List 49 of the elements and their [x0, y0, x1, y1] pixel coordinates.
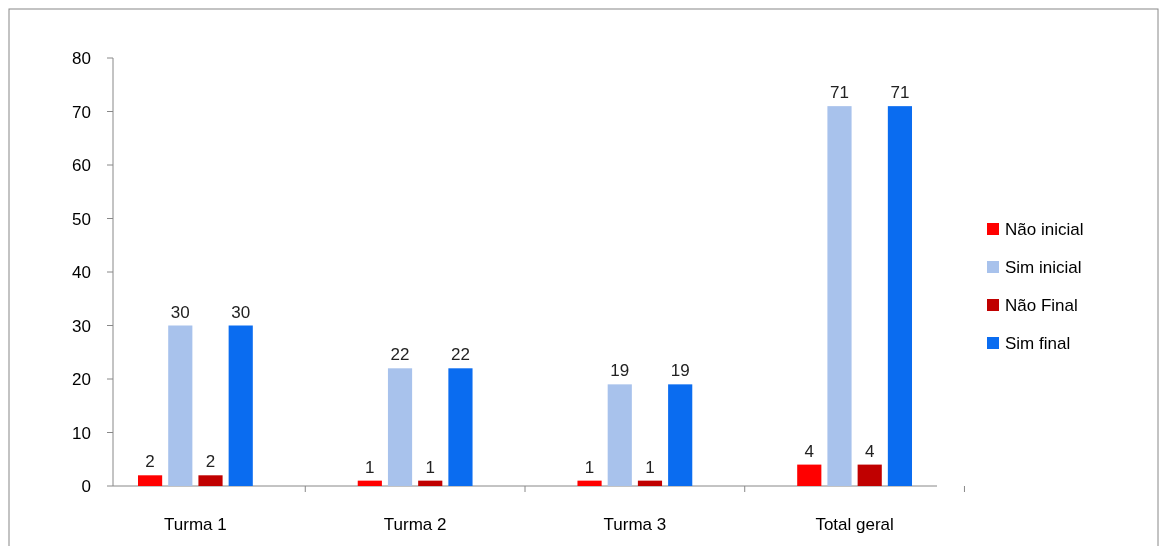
- y-tick-label: 70: [72, 102, 91, 122]
- y-tick-label: 20: [72, 370, 91, 389]
- bar: [357, 480, 382, 486]
- legend-label: Não Final: [1005, 296, 1078, 315]
- bar: [797, 464, 822, 486]
- y-tick-label: 60: [72, 156, 91, 175]
- bar: [668, 384, 693, 486]
- x-tick-label: Turma 1: [164, 515, 227, 534]
- data-label: 1: [584, 457, 595, 477]
- bar: [387, 368, 413, 486]
- bar: [607, 384, 632, 486]
- x-tick-label: Turma 2: [383, 515, 447, 534]
- data-label: 2: [145, 452, 155, 472]
- bar: [418, 480, 443, 486]
- bar: [577, 480, 602, 486]
- data-label: 4: [804, 441, 815, 461]
- data-label: 71: [890, 83, 910, 103]
- data-label: 1: [365, 457, 375, 477]
- data-label: 2: [205, 452, 216, 472]
- y-tick-label: 80: [72, 49, 91, 68]
- bar: [228, 325, 253, 486]
- bar: [138, 475, 163, 486]
- x-tick-label: Turma 3: [603, 515, 667, 534]
- data-label: 22: [450, 345, 470, 365]
- legend-label: Sim inicial: [1005, 258, 1082, 277]
- legend-label: Sim final: [1005, 334, 1071, 353]
- bar: [827, 106, 852, 486]
- y-tick-label: 50: [72, 209, 91, 229]
- data-label: 22: [390, 345, 410, 365]
- data-label: 1: [425, 457, 435, 477]
- data-label: 30: [231, 302, 251, 322]
- y-tick-label: 10: [72, 423, 91, 443]
- bar: [857, 464, 882, 486]
- x-tick-label: Total geral: [815, 515, 894, 534]
- bar: [198, 475, 223, 486]
- y-tick-label: 40: [72, 263, 91, 282]
- bar: [637, 480, 663, 486]
- data-label: 71: [830, 83, 849, 103]
- legend-label: Não inicial: [1005, 220, 1084, 239]
- data-label: 4: [864, 441, 875, 461]
- data-label: 30: [170, 302, 190, 322]
- y-tick-label: 0: [81, 477, 91, 496]
- data-label: 19: [670, 361, 690, 381]
- bar: [448, 368, 473, 486]
- bar: [168, 325, 193, 486]
- y-tick-label: 30: [72, 316, 91, 336]
- data-label: 19: [610, 361, 630, 381]
- bar: [887, 106, 913, 486]
- data-label: 1: [645, 457, 655, 477]
